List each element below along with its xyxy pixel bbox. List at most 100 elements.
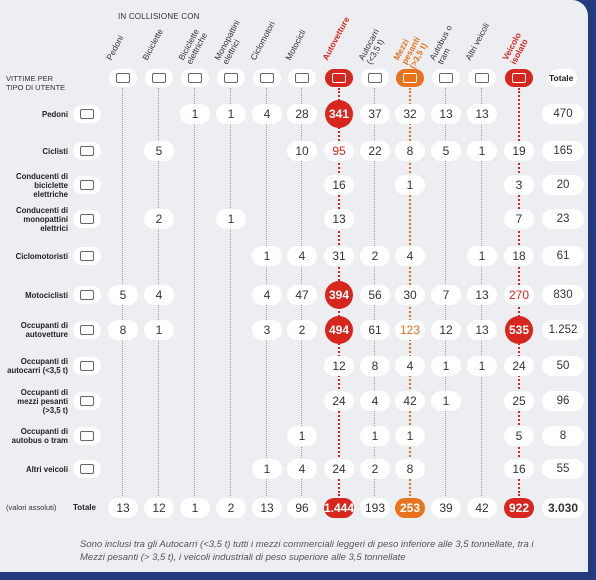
total-cell: 42 (467, 498, 497, 518)
cell: 1.252 (542, 320, 584, 340)
total-cell: 2 (216, 498, 246, 518)
row-icon (73, 357, 101, 375)
cell: 2 (360, 459, 390, 479)
cell: 8 (542, 426, 584, 446)
cell: 13 (467, 285, 497, 305)
cell: 2 (144, 209, 174, 229)
cell: 4 (252, 285, 282, 305)
footnote: Sono inclusi tra gli Autocarri (<3,5 t) … (80, 539, 534, 563)
column-header: Altri veicoli (463, 21, 492, 62)
cell: 470 (542, 104, 584, 124)
total-cell: 1 (180, 498, 210, 518)
cell: 1 (216, 209, 246, 229)
guide-line (230, 88, 231, 496)
column-icon (549, 69, 577, 87)
cell: 8 (395, 141, 425, 161)
total-cell: 922 (504, 498, 534, 518)
column-header: Pedoni (104, 33, 126, 62)
cell: 5 (431, 141, 461, 161)
cell: 8 (108, 320, 138, 340)
cell: 12 (431, 320, 461, 340)
row-icon (73, 321, 101, 339)
guide-line (194, 88, 195, 496)
row-label: Ciclomotoristi (15, 251, 68, 261)
cell: 1 (180, 104, 210, 124)
cell: 494 (325, 316, 353, 344)
cell: 30 (395, 285, 425, 305)
cell: 4 (360, 391, 390, 411)
total-cell: 13 (108, 498, 138, 518)
column-icon (505, 69, 533, 87)
cell: 8 (360, 356, 390, 376)
subtitle: IN COLLISIONE CON (118, 12, 200, 21)
column-icon (253, 69, 281, 87)
cell: 4 (287, 246, 317, 266)
cell: 1 (467, 356, 497, 376)
row-icon (73, 210, 101, 228)
column-icon (217, 69, 245, 87)
cell: 18 (504, 246, 534, 266)
row-label: Occupanti di autobus o tram (11, 427, 68, 445)
cell: 341 (325, 100, 353, 128)
column-header: Ciclomotori (248, 19, 278, 62)
column-icon (468, 69, 496, 87)
row-icon (73, 105, 101, 123)
row-label: Occupanti di autocarri (<3,5 t) (7, 357, 68, 375)
row-label: Occupanti di mezzi pesanti (>3,5 t) (17, 387, 68, 415)
cell: 23 (542, 209, 584, 229)
row-label: Conducenti di monopattini elettrici (16, 205, 68, 233)
cell: 13 (431, 104, 461, 124)
cell: 5 (504, 426, 534, 446)
cell: 95 (324, 141, 354, 161)
column-icon (432, 69, 460, 87)
cell: 42 (395, 391, 425, 411)
cell: 7 (431, 285, 461, 305)
cell: 3 (252, 320, 282, 340)
cell: 1 (216, 104, 246, 124)
row-label: Motociclisti (25, 290, 68, 300)
row-icon (73, 286, 101, 304)
cell: 24 (324, 391, 354, 411)
cell: 31 (324, 246, 354, 266)
cell: 1 (467, 246, 497, 266)
cell: 1 (287, 426, 317, 446)
cell: 5 (108, 285, 138, 305)
row-label: Altri veicoli (25, 464, 68, 474)
row-label: Conducenti di biciclette elettriche (16, 171, 68, 199)
cell: 7 (504, 209, 534, 229)
cell: 13 (324, 209, 354, 229)
total-cell: 13 (252, 498, 282, 518)
cell: 3 (504, 175, 534, 195)
cell: 165 (542, 141, 584, 161)
column-icon (396, 69, 424, 87)
row-header: VITTIME PER TIPO DI UTENTE (6, 74, 66, 92)
cell: 830 (542, 285, 584, 305)
panel: IN COLLISIONE CON VITTIME PER TIPO DI UT… (0, 0, 588, 572)
cell: 37 (360, 104, 390, 124)
cell: 12 (324, 356, 354, 376)
total-cell: 1.444 (324, 498, 354, 518)
column-header: Autocarri (<3,5 t) (356, 27, 386, 66)
cell: 1 (360, 426, 390, 446)
row-icon (73, 247, 101, 265)
cell: 1 (467, 141, 497, 161)
cell: 19 (504, 141, 534, 161)
cell: 61 (360, 320, 390, 340)
cell: 4 (252, 104, 282, 124)
cell: 1 (395, 426, 425, 446)
column-header: Biciclette (140, 27, 166, 62)
column-header: Autobus o tram (427, 23, 455, 66)
cell: 4 (395, 246, 425, 266)
row-label: Occupanti di autovetture (20, 321, 68, 339)
row-icon (73, 142, 101, 160)
total-cell: 193 (360, 498, 390, 518)
cell: 1 (144, 320, 174, 340)
column-icon (288, 69, 316, 87)
column-header: Mezzi pesanti (>3,5 t) (391, 35, 429, 71)
total-cell: 12 (144, 498, 174, 518)
cell: 61 (542, 246, 584, 266)
cell: 55 (542, 459, 584, 479)
cell: 2 (360, 246, 390, 266)
cell: 22 (360, 141, 390, 161)
cell: 50 (542, 356, 584, 376)
